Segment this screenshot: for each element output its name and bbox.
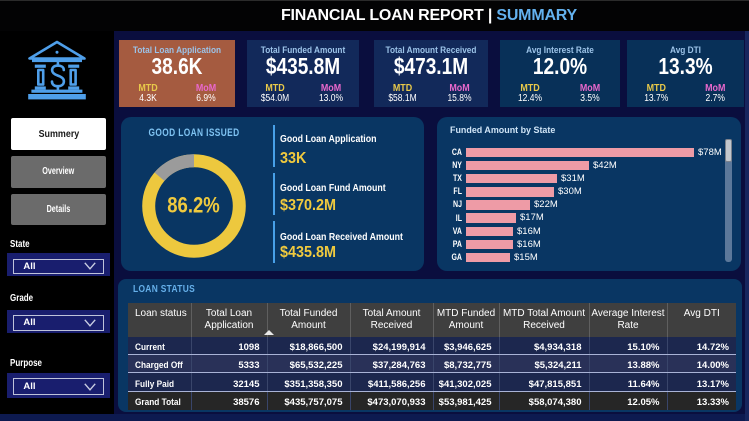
svg-text:86.2%: 86.2%: [167, 193, 220, 218]
